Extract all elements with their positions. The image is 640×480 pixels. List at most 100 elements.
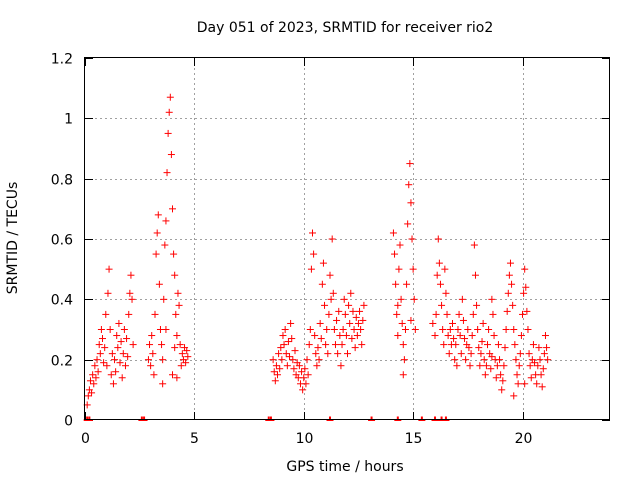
data-point — [399, 371, 407, 379]
y-tick-label: 0 — [64, 414, 73, 430]
data-point — [104, 289, 112, 297]
data-point — [309, 229, 316, 237]
data-point — [169, 371, 176, 379]
data-point — [335, 307, 343, 315]
data-point — [125, 310, 133, 318]
data-point — [510, 392, 518, 400]
data-point — [275, 350, 283, 358]
data-point — [529, 341, 537, 349]
data-point — [479, 319, 487, 327]
data-point — [461, 335, 469, 343]
data-point — [444, 332, 452, 340]
data-point — [94, 368, 102, 376]
data-point — [392, 280, 400, 288]
data-point — [99, 335, 106, 343]
data-point — [480, 356, 488, 364]
data-point — [462, 356, 470, 364]
data-point — [517, 332, 525, 340]
data-point — [506, 259, 514, 267]
data-point — [126, 289, 134, 297]
data-point — [177, 362, 185, 370]
data-point — [289, 356, 297, 364]
data-point — [521, 380, 529, 388]
data-point — [113, 332, 121, 340]
data-point — [272, 362, 280, 370]
data-point — [280, 341, 288, 349]
data-point — [458, 295, 466, 303]
data-point — [357, 326, 365, 333]
data-point — [429, 319, 437, 327]
baseline-point — [431, 416, 439, 421]
data-point — [466, 362, 474, 370]
data-point — [438, 301, 446, 309]
data-point — [539, 365, 547, 373]
data-point — [171, 271, 179, 279]
data-point — [358, 341, 366, 349]
data-point — [298, 368, 306, 376]
data-point — [101, 344, 109, 352]
data-point — [492, 374, 500, 382]
data-point — [503, 307, 511, 315]
data-point — [450, 335, 458, 343]
data-point — [534, 362, 542, 370]
data-point — [118, 374, 126, 382]
data-point — [102, 310, 110, 318]
baseline-point — [326, 416, 334, 421]
data-point — [493, 362, 501, 370]
data-point — [519, 310, 526, 318]
data-point — [155, 280, 163, 288]
data-point — [403, 280, 411, 288]
data-point — [159, 356, 167, 364]
data-point — [471, 271, 479, 279]
data-point — [521, 265, 529, 273]
data-point — [476, 362, 484, 370]
data-point — [313, 362, 321, 370]
data-point — [454, 326, 462, 333]
data-point — [446, 326, 454, 333]
data-point — [295, 362, 303, 370]
data-point — [84, 392, 92, 400]
data-point — [127, 271, 135, 279]
data-point — [105, 265, 113, 273]
data-point — [410, 295, 418, 303]
data-point — [441, 265, 449, 273]
data-point — [499, 377, 507, 385]
data-point — [481, 371, 489, 379]
baseline-point — [442, 416, 450, 421]
data-point — [434, 235, 442, 243]
data-point — [445, 350, 453, 358]
data-point — [349, 307, 357, 315]
data-point — [95, 341, 103, 349]
data-point — [284, 338, 292, 346]
data-point — [394, 301, 402, 309]
data-point — [148, 332, 156, 340]
data-point — [173, 374, 181, 382]
y-tick-label: 1.2 — [51, 52, 73, 68]
y-tick-label: 0.8 — [51, 173, 73, 189]
data-point — [300, 374, 308, 382]
data-point — [356, 307, 364, 315]
plot-frame — [84, 57, 610, 420]
data-point — [152, 250, 160, 258]
data-point — [353, 332, 361, 340]
data-point — [469, 310, 477, 318]
data-point — [401, 326, 409, 333]
data-point — [319, 259, 327, 267]
data-point — [459, 316, 467, 324]
data-point — [511, 341, 519, 349]
data-point — [453, 362, 461, 370]
data-point — [312, 350, 320, 358]
data-point — [352, 313, 360, 321]
data-point — [276, 365, 284, 373]
data-point — [351, 344, 359, 352]
data-point — [184, 353, 192, 361]
y-axis-label: SRMTID / TECUs — [5, 182, 21, 295]
data-point — [455, 310, 463, 318]
data-point — [171, 344, 179, 352]
data-point — [468, 332, 476, 340]
data-point — [162, 217, 170, 225]
data-point — [514, 380, 522, 388]
data-point — [161, 241, 169, 249]
data-point — [282, 350, 290, 358]
data-point — [516, 350, 524, 358]
